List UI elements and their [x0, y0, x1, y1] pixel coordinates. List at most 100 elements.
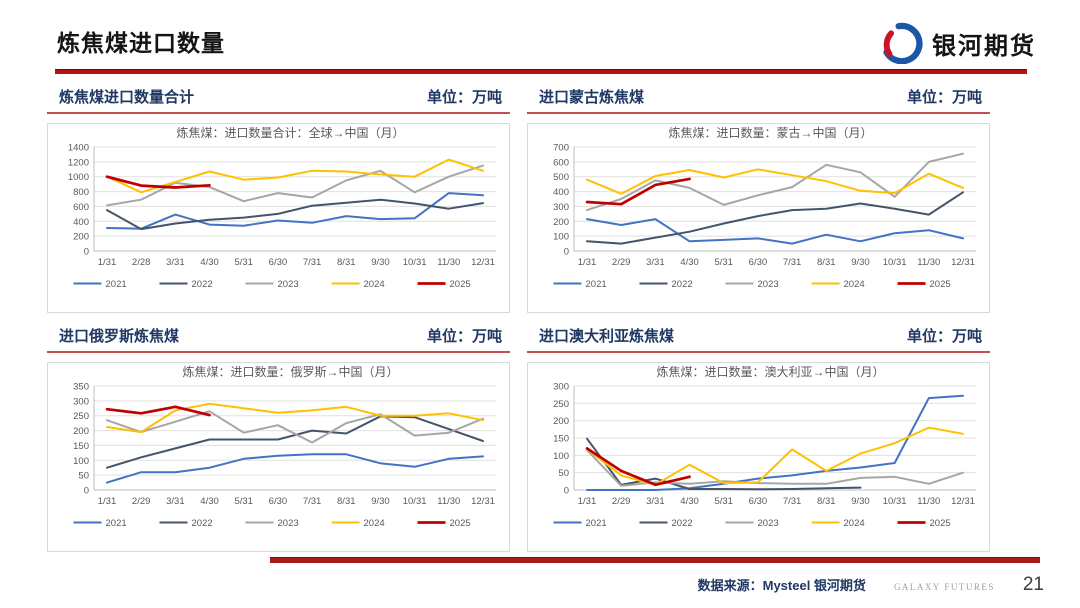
svg-text:7/31: 7/31 [303, 496, 322, 507]
panel-mongolia-unit: 单位：万吨 [906, 89, 982, 106]
svg-text:4/30: 4/30 [200, 257, 219, 268]
chart-box-mongolia: 炼焦煤：进口数量：蒙古→中国（月） 0 100 200 300 400 500 600 700 1… [527, 123, 990, 313]
line-chart-russia-imports: 炼焦煤：进口数量：俄罗斯→中国（月） 0 50 100 150 200 250 300 350 1… [73, 364, 496, 529]
svg-text:200: 200 [73, 232, 89, 243]
panel-russia-title: 进口俄罗斯炼焦煤 [59, 328, 180, 345]
panel-russia-header: 进口俄罗斯炼焦煤 单位：万吨 [47, 325, 510, 353]
svg-text:200: 200 [73, 426, 89, 437]
svg-text:8/31: 8/31 [337, 257, 356, 268]
svg-text:2024: 2024 [364, 279, 385, 290]
svg-text:6/30: 6/30 [269, 257, 288, 268]
svg-text:50: 50 [558, 468, 569, 479]
panel-total-header: 炼焦煤进口数量合计 单位：万吨 [47, 86, 510, 114]
panel-australia: 进口澳大利亚炼焦煤 单位：万吨 炼焦煤：进口数量：澳大利亚→中国（月） 0 50 10… [527, 325, 990, 552]
svg-text:2024: 2024 [844, 518, 865, 529]
svg-text:2022: 2022 [672, 279, 693, 290]
svg-text:2/29: 2/29 [132, 496, 151, 507]
data-source-label: 数据来源：Mysteel 银河期货 [697, 578, 866, 593]
svg-text:8/31: 8/31 [337, 496, 356, 507]
svg-text:2025: 2025 [930, 518, 951, 529]
svg-text:1/31: 1/31 [98, 496, 117, 507]
svg-text:2021: 2021 [586, 279, 607, 290]
svg-text:3/31: 3/31 [166, 496, 185, 507]
svg-text:300: 300 [73, 396, 89, 407]
panel-australia-header: 进口澳大利亚炼焦煤 单位：万吨 [527, 325, 990, 353]
svg-text:炼焦煤：进口数量：俄罗斯→中国（月）: 炼焦煤：进口数量：俄罗斯→中国（月） [182, 364, 398, 379]
svg-text:9/30: 9/30 [371, 496, 390, 507]
svg-text:2/29: 2/29 [612, 257, 631, 268]
svg-text:4/30: 4/30 [680, 496, 699, 507]
svg-text:150: 150 [553, 434, 569, 445]
svg-text:2023: 2023 [278, 279, 299, 290]
svg-text:6/30: 6/30 [749, 496, 768, 507]
panel-australia-title: 进口澳大利亚炼焦煤 [539, 328, 675, 345]
svg-text:12/31: 12/31 [471, 257, 495, 268]
page-number: 21 [1022, 574, 1044, 595]
svg-text:11/30: 11/30 [917, 257, 940, 268]
svg-text:0: 0 [564, 486, 569, 497]
svg-text:2023: 2023 [758, 279, 779, 290]
svg-text:400: 400 [73, 217, 89, 228]
svg-text:10/31: 10/31 [403, 257, 427, 268]
svg-text:400: 400 [553, 187, 569, 198]
svg-text:4/30: 4/30 [680, 257, 699, 268]
line-chart-mongolia-imports: 炼焦煤：进口数量：蒙古→中国（月） 0 100 200 300 400 500 600 700 1… [553, 125, 976, 290]
svg-text:500: 500 [553, 172, 569, 183]
footer-divider [270, 557, 1040, 563]
svg-text:700: 700 [553, 143, 569, 154]
svg-text:2024: 2024 [844, 279, 865, 290]
panel-total: 炼焦煤进口数量合计 单位：万吨 炼焦煤：进口数量合计：全球→中国（月） 0 200 4… [47, 86, 510, 313]
svg-text:50: 50 [78, 471, 89, 482]
svg-text:1/31: 1/31 [98, 257, 117, 268]
svg-text:100: 100 [73, 456, 89, 467]
chart-box-australia: 炼焦煤：进口数量：澳大利亚→中国（月） 0 50 100 150 200 250 300 1/3… [527, 362, 990, 552]
svg-text:0: 0 [84, 247, 89, 258]
svg-text:12/31: 12/31 [471, 496, 495, 507]
line-chart-australia-imports: 炼焦煤：进口数量：澳大利亚→中国（月） 0 50 100 150 200 250 300 1/3… [553, 364, 976, 529]
svg-text:1200: 1200 [68, 157, 89, 168]
svg-text:2025: 2025 [930, 279, 951, 290]
svg-text:2023: 2023 [758, 518, 779, 529]
svg-text:10/31: 10/31 [883, 257, 907, 268]
svg-text:4/30: 4/30 [200, 496, 219, 507]
svg-text:12/31: 12/31 [951, 257, 975, 268]
svg-text:600: 600 [73, 202, 89, 213]
svg-text:1/31: 1/31 [578, 257, 597, 268]
svg-text:7/31: 7/31 [303, 257, 322, 268]
svg-text:7/31: 7/31 [783, 496, 802, 507]
svg-text:2024: 2024 [364, 518, 385, 529]
svg-text:2021: 2021 [106, 518, 127, 529]
svg-text:11/30: 11/30 [437, 257, 460, 268]
svg-text:5/31: 5/31 [714, 496, 733, 507]
panel-mongolia: 进口蒙古炼焦煤 单位：万吨 炼焦煤：进口数量：蒙古→中国（月） 0 100 200 30… [527, 86, 990, 313]
svg-text:3/31: 3/31 [646, 496, 665, 507]
chart-box-total: 炼焦煤：进口数量合计：全球→中国（月） 0 200 400 600 800 1000 1200… [47, 123, 510, 313]
svg-text:9/30: 9/30 [851, 496, 870, 507]
svg-text:2/28: 2/28 [132, 257, 151, 268]
title-divider [55, 69, 1027, 74]
svg-text:5/31: 5/31 [234, 496, 253, 507]
svg-text:2023: 2023 [278, 518, 299, 529]
svg-text:11/30: 11/30 [917, 496, 940, 507]
svg-text:1400: 1400 [68, 143, 89, 154]
svg-text:3/31: 3/31 [646, 257, 665, 268]
svg-text:150: 150 [73, 441, 89, 452]
panel-russia: 进口俄罗斯炼焦煤 单位：万吨 炼焦煤：进口数量：俄罗斯→中国（月） 0 50 100 1… [47, 325, 510, 552]
svg-text:100: 100 [553, 232, 569, 243]
svg-text:2022: 2022 [192, 279, 213, 290]
svg-text:1/31: 1/31 [578, 496, 597, 507]
svg-text:10/31: 10/31 [883, 496, 907, 507]
line-chart-total-imports: 炼焦煤：进口数量合计：全球→中国（月） 0 200 400 600 800 1000 1200… [68, 125, 496, 290]
svg-text:2025: 2025 [450, 279, 471, 290]
svg-text:3/31: 3/31 [166, 257, 185, 268]
svg-text:2022: 2022 [192, 518, 213, 529]
chart-box-russia: 炼焦煤：进口数量：俄罗斯→中国（月） 0 50 100 150 200 250 300 350 1… [47, 362, 510, 552]
svg-text:2022: 2022 [672, 518, 693, 529]
svg-text:5/31: 5/31 [714, 257, 733, 268]
svg-text:10/31: 10/31 [403, 496, 427, 507]
svg-text:2021: 2021 [106, 279, 127, 290]
galaxy-swirl-icon [883, 22, 923, 64]
svg-text:炼焦煤：进口数量：澳大利亚→中国（月）: 炼焦煤：进口数量：澳大利亚→中国（月） [656, 364, 884, 379]
panel-mongolia-title: 进口蒙古炼焦煤 [539, 89, 645, 106]
